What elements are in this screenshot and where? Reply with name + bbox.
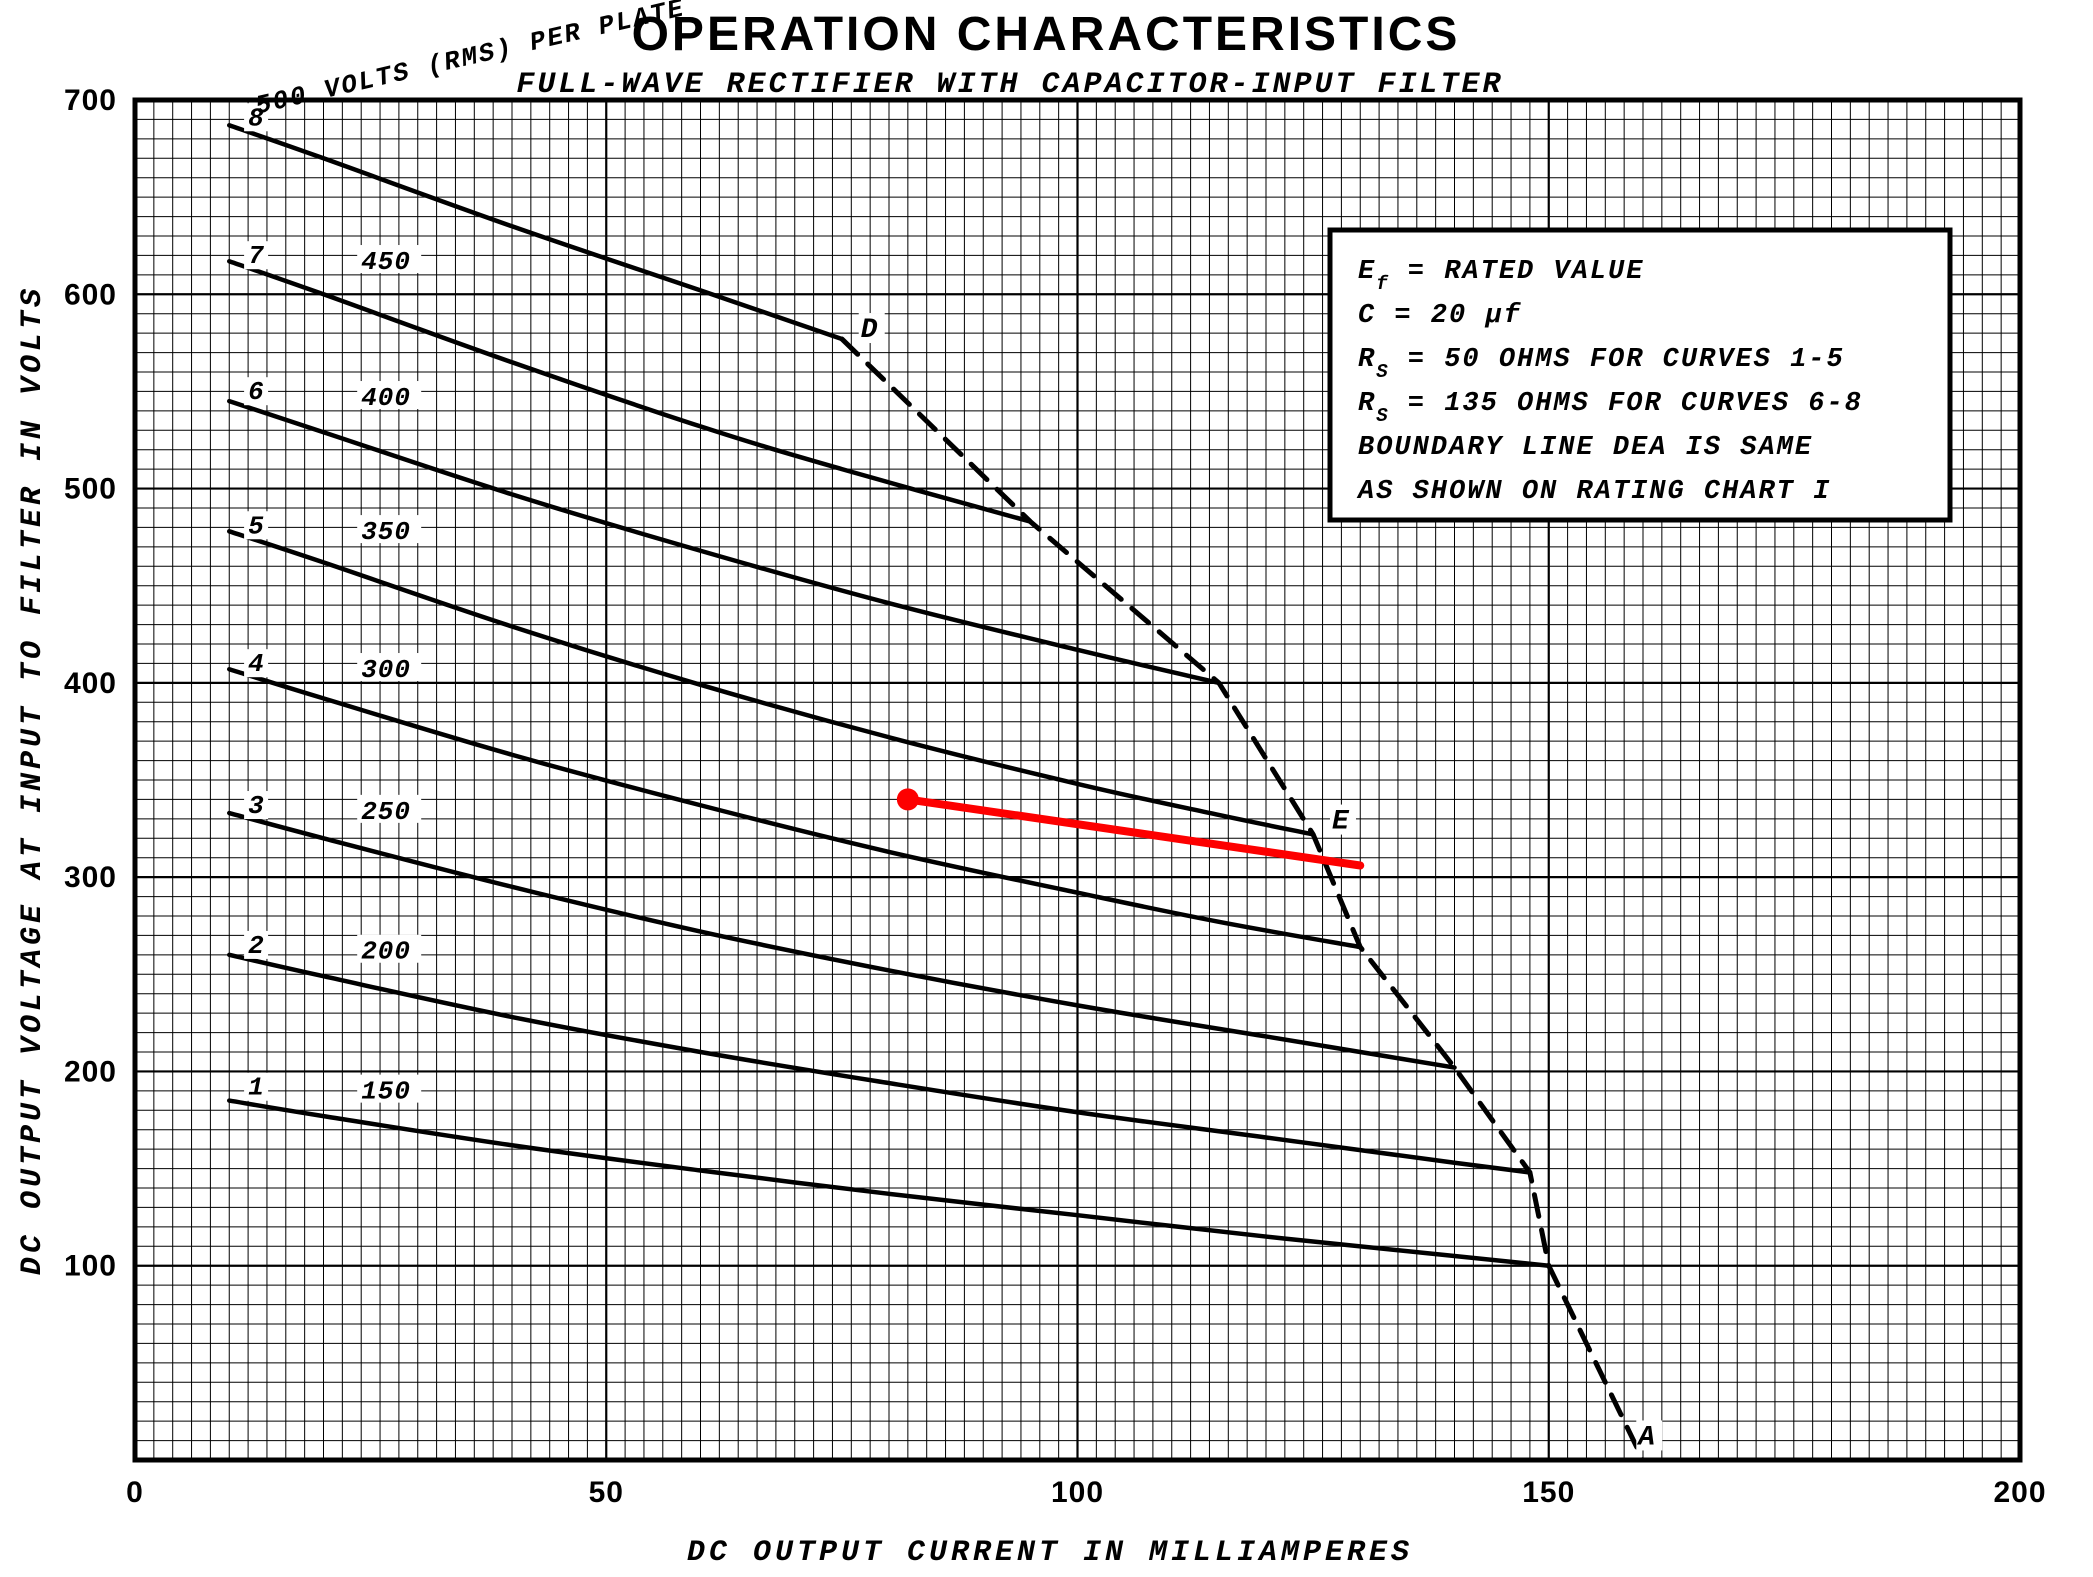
legend-line: BOUNDARY LINE DEA IS SAME [1358, 433, 1813, 463]
boundary-label-E: E [1332, 807, 1350, 838]
y-tick-label: 400 [64, 667, 117, 700]
y-tick-label: 700 [64, 84, 117, 117]
curve-6-volts-label: 400 [361, 383, 411, 413]
y-tick-label: 300 [64, 861, 117, 894]
x-tick-label: 0 [126, 1476, 144, 1509]
curve-2-volts-label: 200 [361, 937, 411, 967]
curve-7-volts-label: 450 [361, 247, 411, 277]
curve-1-number: 1 [248, 1073, 265, 1103]
curve-7-number: 7 [248, 241, 265, 271]
curve-5-number: 5 [248, 511, 265, 541]
x-tick-label: 50 [589, 1476, 624, 1509]
x-tick-label: 100 [1051, 1476, 1104, 1509]
x-tick-label: 200 [1993, 1476, 2046, 1509]
curve-3-number: 3 [248, 791, 265, 821]
y-tick-label: 100 [64, 1250, 117, 1283]
curve-1-volts-label: 150 [361, 1077, 411, 1107]
y-tick-label: 500 [64, 473, 117, 506]
boundary-label-D: D [861, 315, 879, 346]
legend-line: AS SHOWN ON RATING CHART I [1356, 477, 1831, 507]
x-tick-label: 150 [1522, 1476, 1575, 1509]
curve-3-volts-label: 250 [361, 797, 411, 827]
chart-subtitle: FULL-WAVE RECTIFIER WITH CAPACITOR-INPUT… [516, 68, 1503, 102]
boundary-label-A: A [1636, 1422, 1656, 1453]
chart-title: OPERATION CHARACTERISTICS [632, 8, 1461, 61]
curve-6-number: 6 [248, 377, 265, 407]
legend-box: Ef = RATED VALUEC = 20 μfRS = 50 OHMS FO… [1330, 230, 1950, 520]
curve-5-volts-label: 350 [361, 517, 411, 547]
y-axis-label: DC OUTPUT VOLTAGE AT INPUT TO FILTER IN … [16, 285, 50, 1275]
curve-2-number: 2 [248, 931, 265, 961]
x-axis-label: DC OUTPUT CURRENT IN MILLIAMPERES [687, 1536, 1413, 1570]
y-tick-label: 200 [64, 1055, 117, 1088]
curve-4-number: 4 [248, 649, 265, 679]
operation-characteristics-chart: OPERATION CHARACTERISTICS FULL-WAVE RECTI… [0, 0, 2093, 1577]
legend-line: C = 20 μf [1358, 301, 1522, 331]
y-tick-label: 600 [64, 278, 117, 311]
curve-4-volts-label: 300 [361, 655, 411, 685]
